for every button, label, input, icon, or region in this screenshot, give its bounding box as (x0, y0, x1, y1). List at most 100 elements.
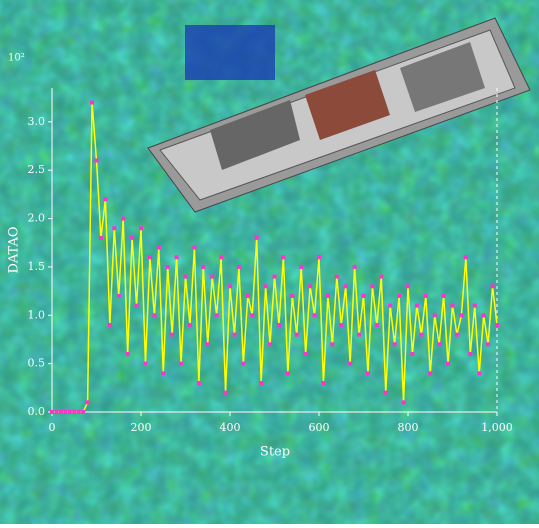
data-point (219, 255, 223, 259)
data-point (135, 304, 139, 308)
data-point (126, 352, 130, 356)
data-point (362, 294, 366, 298)
data-point (86, 400, 90, 404)
data-point (281, 255, 285, 259)
data-point (72, 410, 76, 414)
data-point (50, 410, 54, 414)
data-point (130, 236, 134, 240)
data-point (250, 313, 254, 317)
data-point (166, 265, 170, 269)
x-tick-label: 200 (131, 421, 152, 434)
data-point (152, 313, 156, 317)
x-tick-label: 600 (309, 421, 330, 434)
data-point (486, 342, 490, 346)
data-point (90, 101, 94, 105)
data-point (495, 323, 499, 327)
data-point (459, 313, 463, 317)
data-point (397, 294, 401, 298)
x-tick-label: 400 (220, 421, 241, 434)
data-point (406, 284, 410, 288)
data-point (139, 226, 143, 230)
data-point (143, 362, 147, 366)
data-point (108, 323, 112, 327)
y-tick-label: 3.0 (28, 115, 46, 128)
data-point (455, 333, 459, 337)
data-point (335, 275, 339, 279)
data-point (63, 410, 67, 414)
y-tick-label: 0.5 (28, 357, 46, 370)
data-point (188, 323, 192, 327)
data-point (81, 410, 85, 414)
data-point (384, 391, 388, 395)
data-point (464, 255, 468, 259)
data-point (206, 342, 210, 346)
data-point (375, 323, 379, 327)
x-tick-label: 1,000 (481, 421, 513, 434)
data-point (201, 265, 205, 269)
data-point (184, 275, 188, 279)
data-point (330, 342, 334, 346)
data-point (424, 294, 428, 298)
data-point (224, 391, 228, 395)
data-point (451, 304, 455, 308)
data-point (246, 294, 250, 298)
data-point (433, 313, 437, 317)
data-point (442, 294, 446, 298)
data-point (317, 255, 321, 259)
data-point (313, 313, 317, 317)
data-point (170, 333, 174, 337)
data-point (232, 333, 236, 337)
data-point (468, 352, 472, 356)
data-point (112, 226, 116, 230)
data-point (237, 265, 241, 269)
data-point (353, 265, 357, 269)
data-point (290, 294, 294, 298)
data-point (482, 313, 486, 317)
data-point (210, 275, 214, 279)
data-point (415, 304, 419, 308)
data-point (117, 294, 121, 298)
data-point (255, 236, 259, 240)
data-point (95, 159, 99, 163)
data-point (388, 304, 392, 308)
data-point (326, 294, 330, 298)
y-tick-label: 2.5 (28, 163, 46, 176)
data-point (419, 333, 423, 337)
data-point (215, 313, 219, 317)
data-point (175, 255, 179, 259)
data-point (99, 236, 103, 240)
x-tick-label: 800 (398, 421, 419, 434)
x-axis-label: Step (260, 445, 290, 460)
data-point (473, 304, 477, 308)
data-point (179, 362, 183, 366)
data-point (192, 246, 196, 250)
data-point (54, 410, 58, 414)
data-point (228, 284, 232, 288)
data-point (477, 371, 481, 375)
data-point (68, 410, 72, 414)
data-point (402, 400, 406, 404)
data-point (379, 275, 383, 279)
y-multiplier: 10² (8, 53, 25, 64)
data-point (308, 284, 312, 288)
y-tick-label: 1.5 (28, 260, 46, 273)
data-point (259, 381, 263, 385)
data-point (446, 362, 450, 366)
y-tick-label: 0.0 (28, 405, 46, 418)
data-point (161, 371, 165, 375)
data-point (348, 362, 352, 366)
data-point (264, 284, 268, 288)
x-tick-label: 0 (49, 421, 56, 434)
data-point (428, 371, 432, 375)
data-point (321, 381, 325, 385)
data-point (103, 197, 107, 201)
data-point (370, 284, 374, 288)
data-point (437, 342, 441, 346)
data-point (299, 265, 303, 269)
chart: 10² Step DATAO 0.00.51.01.52.02.53.00200… (0, 0, 539, 524)
data-point (357, 333, 361, 337)
data-point (277, 323, 281, 327)
data-point (295, 333, 299, 337)
y-tick-label: 1.0 (28, 308, 46, 321)
data-point (59, 410, 63, 414)
